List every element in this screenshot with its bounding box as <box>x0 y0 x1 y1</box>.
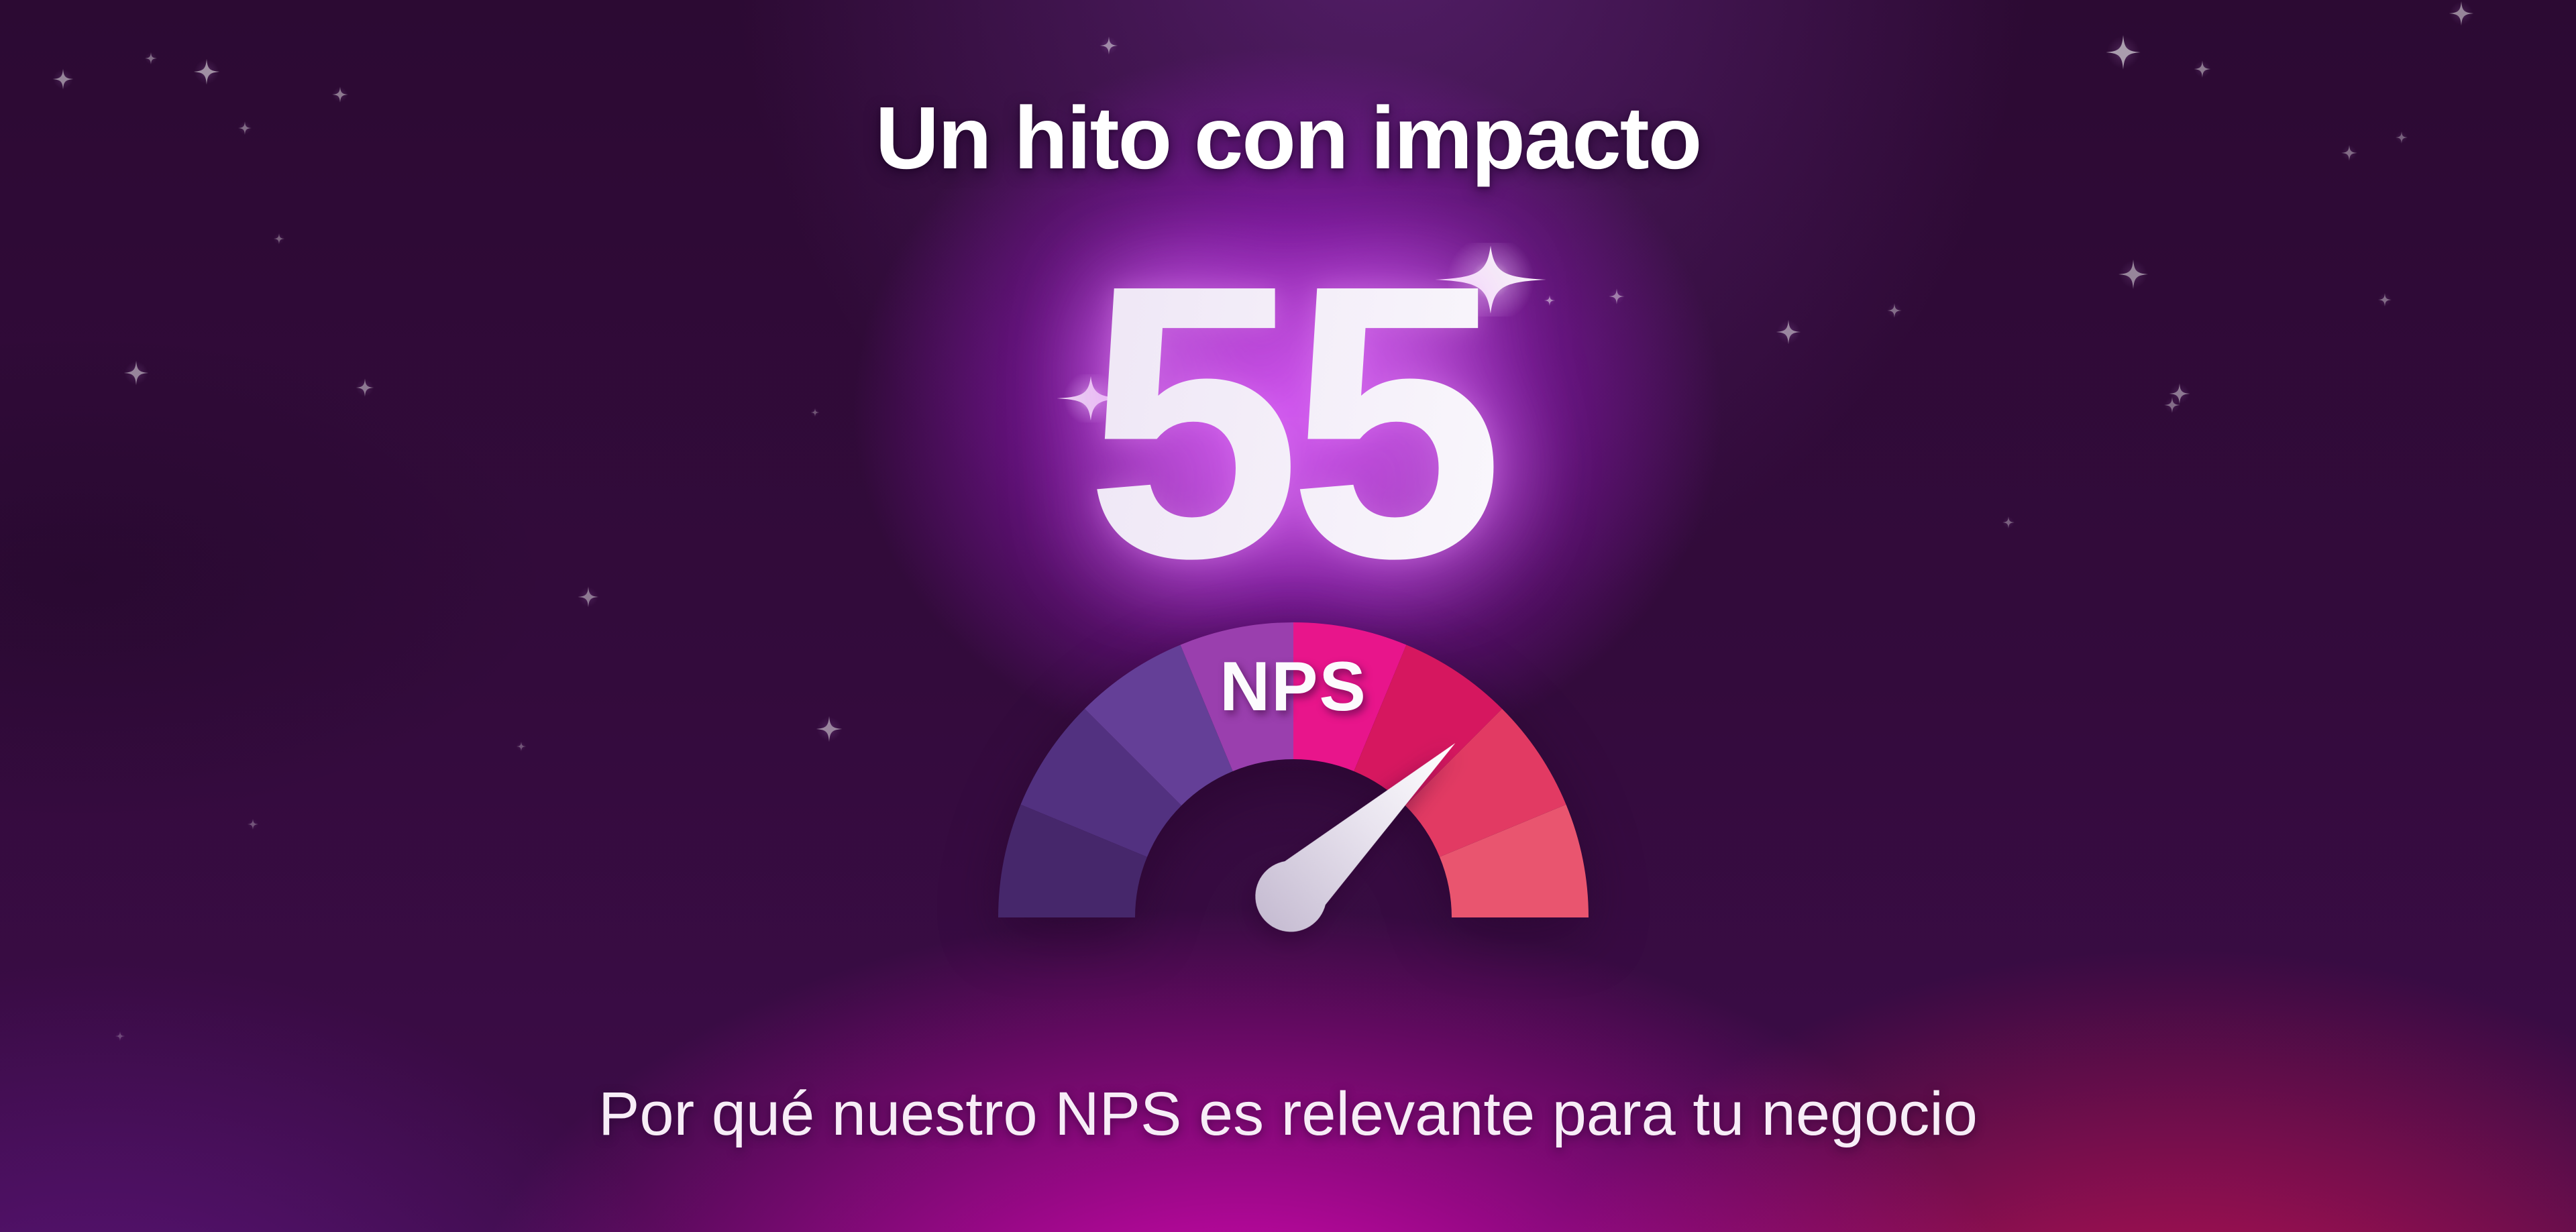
sparkle-star <box>331 86 349 103</box>
sparkle-icon <box>2169 383 2190 404</box>
sparkle-star <box>815 715 843 743</box>
sparkle-icon <box>1609 288 1625 304</box>
sparkle-icon <box>2106 35 2141 70</box>
sparkle-icon <box>2395 131 2408 144</box>
sparkle-star <box>273 233 285 245</box>
sparkle-icon <box>356 378 374 397</box>
sparkle-icon <box>193 58 220 85</box>
sparkle-star <box>2117 258 2149 290</box>
sparkle-icon <box>52 68 74 90</box>
sparkle-star <box>810 408 820 417</box>
sparkle-icon <box>237 121 252 135</box>
sparkle-star <box>1775 319 1802 345</box>
sparkle-star <box>1099 36 1119 56</box>
nps-score-value: 55 <box>0 227 2576 616</box>
sparkle-icon <box>1057 376 1125 421</box>
gauge-needle-icon <box>1255 742 1456 932</box>
sparkle-icon <box>115 1031 125 1042</box>
sparkle-icon <box>578 586 599 608</box>
sparkle-star <box>2377 292 2392 307</box>
sparkle-star-bright <box>1430 243 1551 317</box>
sparkle-icon <box>810 408 820 417</box>
slide-title: Un hito con impacto <box>875 89 1703 187</box>
sparkle-icon <box>2164 397 2180 413</box>
sparkle-icon <box>2194 60 2211 78</box>
sparkle-icon <box>1886 302 1902 319</box>
sparkle-star <box>2168 382 2191 405</box>
sparkle-star <box>2341 144 2358 162</box>
sparkle-star <box>1608 288 1625 305</box>
sparkle-star-bright <box>1054 374 1128 423</box>
sparkle-star <box>247 818 259 830</box>
sparkle-star <box>237 121 252 135</box>
sparkle-icon <box>144 52 158 65</box>
sparkle-star <box>2193 60 2212 78</box>
sparkle-icon <box>1435 245 1546 314</box>
sparkle-star <box>2163 396 2181 414</box>
sparkle-icon <box>516 741 527 752</box>
sparkle-star <box>2104 34 2142 71</box>
sparkle-star <box>355 378 375 398</box>
sparkle-star <box>115 1031 125 1042</box>
sparkle-icon <box>2118 259 2149 290</box>
sparkle-star <box>2002 516 2015 529</box>
sparkle-star <box>516 741 527 752</box>
slide-subtitle: Por qué nuestro NPS es relevante para tu… <box>598 1080 1978 1148</box>
sparkle-star <box>2395 131 2408 144</box>
gauge-chart-icon <box>998 622 1589 932</box>
sparkle-star <box>52 68 74 91</box>
sparkle-icon <box>2377 292 2392 307</box>
sparkle-icon <box>247 818 259 830</box>
sparkle-icon <box>273 233 285 245</box>
sparkle-star <box>2448 0 2475 27</box>
sparkle-star <box>577 585 600 608</box>
nps-gauge-label: NPS <box>1220 648 1367 726</box>
sparkle-icon <box>2341 145 2357 161</box>
sparkle-icon <box>2002 516 2015 529</box>
sparkle-star <box>1886 302 1902 319</box>
sparkle-icon <box>123 360 149 386</box>
sparkle-icon <box>2449 1 2474 26</box>
sparkle-star <box>123 359 150 386</box>
sparkle-icon <box>1776 319 1801 345</box>
sparkle-icon <box>1099 36 1118 55</box>
sparkle-icon <box>332 87 348 103</box>
sparkle-icon <box>816 716 843 742</box>
sparkle-star <box>144 52 158 65</box>
sparkle-star <box>193 58 221 86</box>
nps-gauge: NPS <box>958 596 1629 971</box>
